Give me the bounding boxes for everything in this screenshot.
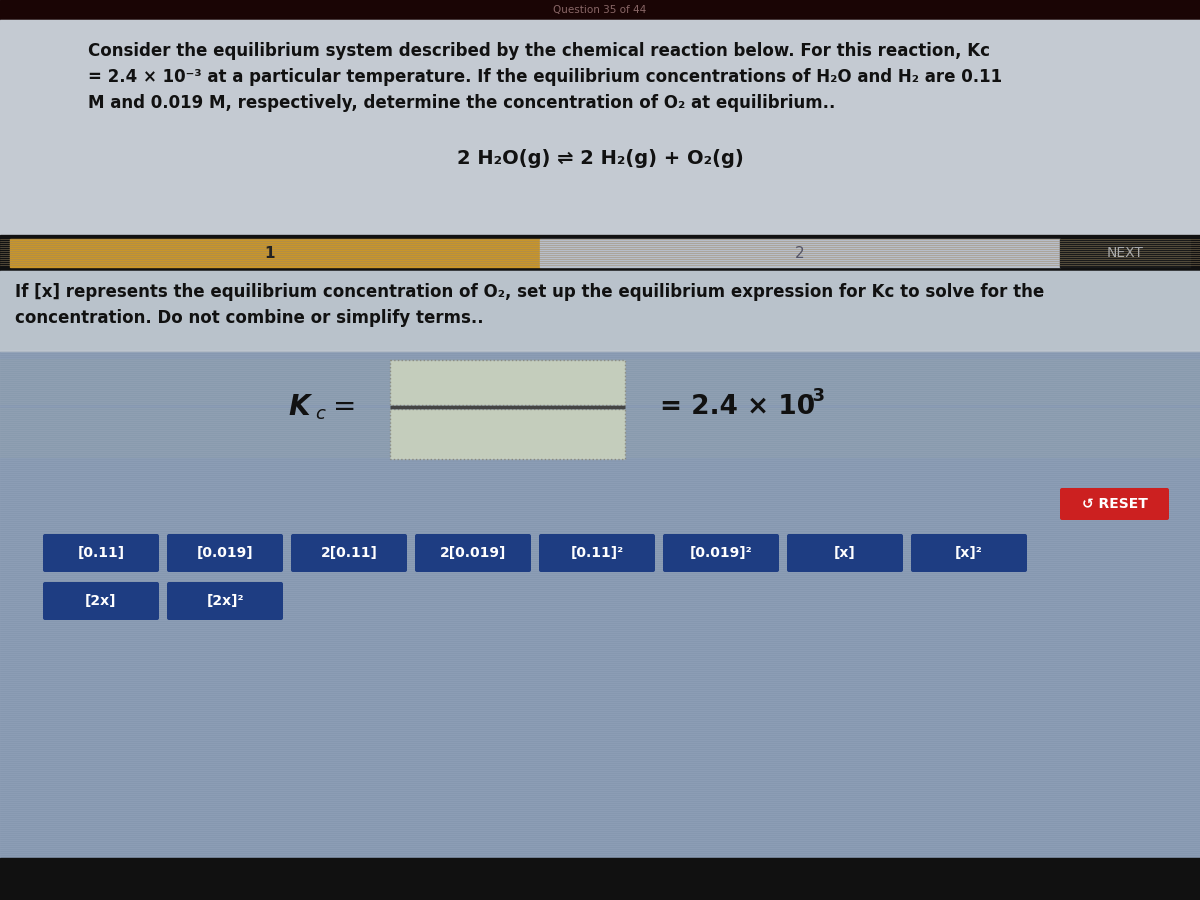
FancyBboxPatch shape <box>662 534 779 572</box>
Text: -3: -3 <box>805 387 826 405</box>
Text: [2x]: [2x] <box>85 594 116 608</box>
Text: [x]: [x] <box>834 546 856 560</box>
Text: [x]²: [x]² <box>955 546 983 560</box>
Text: 1: 1 <box>265 246 275 260</box>
Bar <box>540 239 1060 267</box>
FancyBboxPatch shape <box>43 582 158 620</box>
Bar <box>10 239 540 267</box>
Text: [0.11]: [0.11] <box>78 546 125 560</box>
Bar <box>0 858 1200 900</box>
Text: Consider the equilibrium system described by the chemical reaction below. For th: Consider the equilibrium system describe… <box>88 42 990 60</box>
Text: 2[0.11]: 2[0.11] <box>320 546 378 560</box>
Bar <box>390 409 625 459</box>
FancyBboxPatch shape <box>292 534 407 572</box>
FancyBboxPatch shape <box>539 534 655 572</box>
FancyBboxPatch shape <box>43 534 158 572</box>
Text: concentration. Do not combine or simplify terms..: concentration. Do not combine or simplif… <box>14 309 484 327</box>
Text: Question 35 of 44: Question 35 of 44 <box>553 5 647 15</box>
Bar <box>0 271 1200 351</box>
Text: [0.11]²: [0.11]² <box>570 546 624 560</box>
Text: =: = <box>334 393 356 421</box>
Text: = 2.4 × 10⁻³ at a particular temperature. If the equilibrium concentrations of H: = 2.4 × 10⁻³ at a particular temperature… <box>88 68 1002 86</box>
Text: If [x] represents the equilibrium concentration of O₂, set up the equilibrium ex: If [x] represents the equilibrium concen… <box>14 283 1044 301</box>
Text: K: K <box>288 393 310 421</box>
FancyBboxPatch shape <box>787 534 904 572</box>
FancyBboxPatch shape <box>167 582 283 620</box>
Text: [0.019]: [0.019] <box>197 546 253 560</box>
Text: c: c <box>314 405 325 423</box>
Text: M and 0.019 M, respectively, determine the concentration of O₂ at equilibrium..: M and 0.019 M, respectively, determine t… <box>88 94 835 112</box>
Text: 2[0.019]: 2[0.019] <box>440 546 506 560</box>
Text: NEXT: NEXT <box>1106 246 1144 260</box>
Bar <box>1060 239 1190 267</box>
Text: ↺ RESET: ↺ RESET <box>1081 497 1147 511</box>
FancyBboxPatch shape <box>415 534 530 572</box>
Bar <box>0 235 1200 271</box>
Bar <box>390 360 625 405</box>
Bar <box>0 0 1200 20</box>
Text: 2: 2 <box>796 246 805 260</box>
Bar <box>0 20 1200 235</box>
FancyBboxPatch shape <box>1060 488 1169 520</box>
Bar <box>0 351 1200 861</box>
FancyBboxPatch shape <box>911 534 1027 572</box>
Text: 2 H₂O(g) ⇌ 2 H₂(g) + O₂(g): 2 H₂O(g) ⇌ 2 H₂(g) + O₂(g) <box>457 148 743 167</box>
Text: [0.019]²: [0.019]² <box>690 546 752 560</box>
Text: = 2.4 × 10: = 2.4 × 10 <box>660 394 815 420</box>
Text: [2x]²: [2x]² <box>206 594 244 608</box>
FancyBboxPatch shape <box>167 534 283 572</box>
